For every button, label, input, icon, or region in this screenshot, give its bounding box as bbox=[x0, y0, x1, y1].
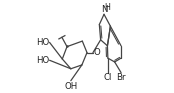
Text: O: O bbox=[94, 48, 101, 57]
Text: OH: OH bbox=[64, 82, 77, 90]
Text: HO: HO bbox=[36, 56, 49, 65]
Text: HO: HO bbox=[36, 38, 49, 47]
Text: Br: Br bbox=[116, 73, 126, 82]
Text: H: H bbox=[104, 3, 110, 12]
Text: Cl: Cl bbox=[104, 73, 112, 82]
Text: N: N bbox=[101, 5, 107, 14]
